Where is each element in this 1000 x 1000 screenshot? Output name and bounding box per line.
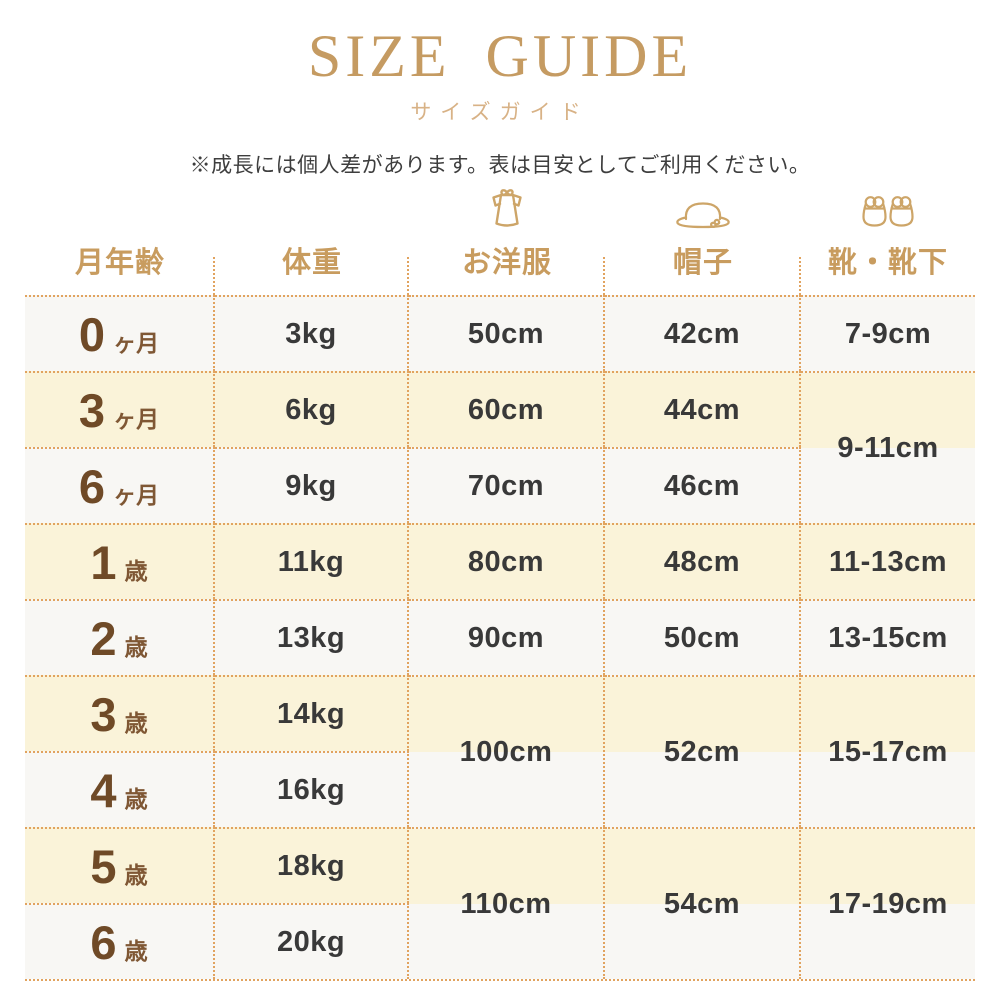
shoes-icon xyxy=(862,196,914,227)
age-number: 2 xyxy=(90,611,117,665)
size-table-header: 月年齢 体重 お洋服 帽子 xyxy=(25,179,975,295)
cell-clothes-3m: 60cm xyxy=(409,371,605,447)
age-number: 3 xyxy=(78,383,106,437)
cell-weight-3y: 14kg xyxy=(215,675,409,751)
cell-shoes-5y-6y: 17-19cm xyxy=(801,827,975,979)
cell-clothes-2y: 90cm xyxy=(409,599,605,675)
age-number: 6 xyxy=(78,459,106,513)
cell-weight-1y: 11kg xyxy=(215,523,409,599)
age-unit: 歳 xyxy=(124,710,148,736)
column-header-shoes: 靴・靴下 xyxy=(801,179,975,295)
size-table-body: 0 ヶ月 3kg 50cm 42cm 7-9cm 3 ヶ月 6kg 60cm 4… xyxy=(25,295,975,981)
cell-hat-6m: 46cm xyxy=(605,447,801,523)
age-number: 0 xyxy=(78,307,106,361)
age-number: 1 xyxy=(90,535,117,589)
age-unit: 歳 xyxy=(124,634,148,660)
cell-shoes-3y-4y: 15-17cm xyxy=(801,675,975,827)
cell-weight-3m: 6kg xyxy=(215,371,409,447)
cell-weight-6m: 9kg xyxy=(215,447,409,523)
column-header-weight: 体重 xyxy=(215,179,409,295)
age-unit: ヶ月 xyxy=(113,482,160,508)
cell-age-1y: 1 歳 xyxy=(25,523,215,599)
age-unit: 歳 xyxy=(124,786,148,812)
cell-weight-0m: 3kg xyxy=(215,295,409,371)
cell-hat-0m: 42cm xyxy=(605,295,801,371)
size-table: 月年齢 体重 お洋服 帽子 xyxy=(25,179,975,981)
cell-weight-6y: 20kg xyxy=(215,903,409,979)
cell-age-3m: 3 ヶ月 xyxy=(25,371,215,447)
cell-weight-5y: 18kg xyxy=(215,827,409,903)
cell-age-3y: 3 歳 xyxy=(25,675,215,751)
cell-age-6y: 6 歳 xyxy=(25,903,215,979)
disclaimer-note: ※成長には個人差があります。表は目安としてご利用ください。 xyxy=(189,154,811,177)
cell-clothes-6m: 70cm xyxy=(409,447,605,523)
cell-clothes-1y: 80cm xyxy=(409,523,605,599)
cell-hat-3y-4y: 52cm xyxy=(605,675,801,827)
cell-hat-3m: 44cm xyxy=(605,371,801,447)
cell-weight-2y: 13kg xyxy=(215,599,409,675)
column-header-hat-label: 帽子 xyxy=(672,247,733,279)
dress-icon xyxy=(492,189,522,227)
cell-age-2y: 2 歳 xyxy=(25,599,215,675)
cell-hat-1y: 48cm xyxy=(605,523,801,599)
age-unit: ヶ月 xyxy=(113,330,160,356)
cell-clothes-0m: 50cm xyxy=(409,295,605,371)
column-header-age-label: 月年齢 xyxy=(74,247,165,279)
column-header-shoes-label: 靴・靴下 xyxy=(827,247,948,279)
cell-age-0m: 0 ヶ月 xyxy=(25,295,215,371)
column-header-clothes-label: お洋服 xyxy=(461,247,552,279)
cell-age-6m: 6 ヶ月 xyxy=(25,447,215,523)
column-header-clothes: お洋服 xyxy=(409,179,605,295)
age-number: 5 xyxy=(90,839,117,893)
age-unit: 歳 xyxy=(124,938,148,964)
column-header-weight-label: 体重 xyxy=(281,247,342,279)
column-header-age: 月年齢 xyxy=(25,179,215,295)
age-number: 6 xyxy=(90,915,117,969)
page-subtitle: サイズガイド xyxy=(410,101,590,124)
cell-shoes-2y: 13-15cm xyxy=(801,599,975,675)
cell-clothes-3y-4y: 100cm xyxy=(409,675,605,827)
column-header-hat: 帽子 xyxy=(605,179,801,295)
age-number: 3 xyxy=(90,687,117,741)
cell-hat-5y-6y: 54cm xyxy=(605,827,801,979)
cell-hat-2y: 50cm xyxy=(605,599,801,675)
cell-age-5y: 5 歳 xyxy=(25,827,215,903)
cell-shoes-0m: 7-9cm xyxy=(801,295,975,371)
cell-weight-4y: 16kg xyxy=(215,751,409,827)
cell-age-4y: 4 歳 xyxy=(25,751,215,827)
age-number: 4 xyxy=(90,763,117,817)
cell-clothes-5y-6y: 110cm xyxy=(409,827,605,979)
cell-shoes-3m-6m: 9-11cm xyxy=(801,371,975,523)
cell-shoes-1y: 11-13cm xyxy=(801,523,975,599)
age-unit: 歳 xyxy=(124,862,148,888)
hat-icon xyxy=(676,202,730,229)
age-unit: 歳 xyxy=(124,558,148,584)
age-unit: ヶ月 xyxy=(113,406,160,432)
page-title: SIZE GUIDE xyxy=(307,23,693,89)
